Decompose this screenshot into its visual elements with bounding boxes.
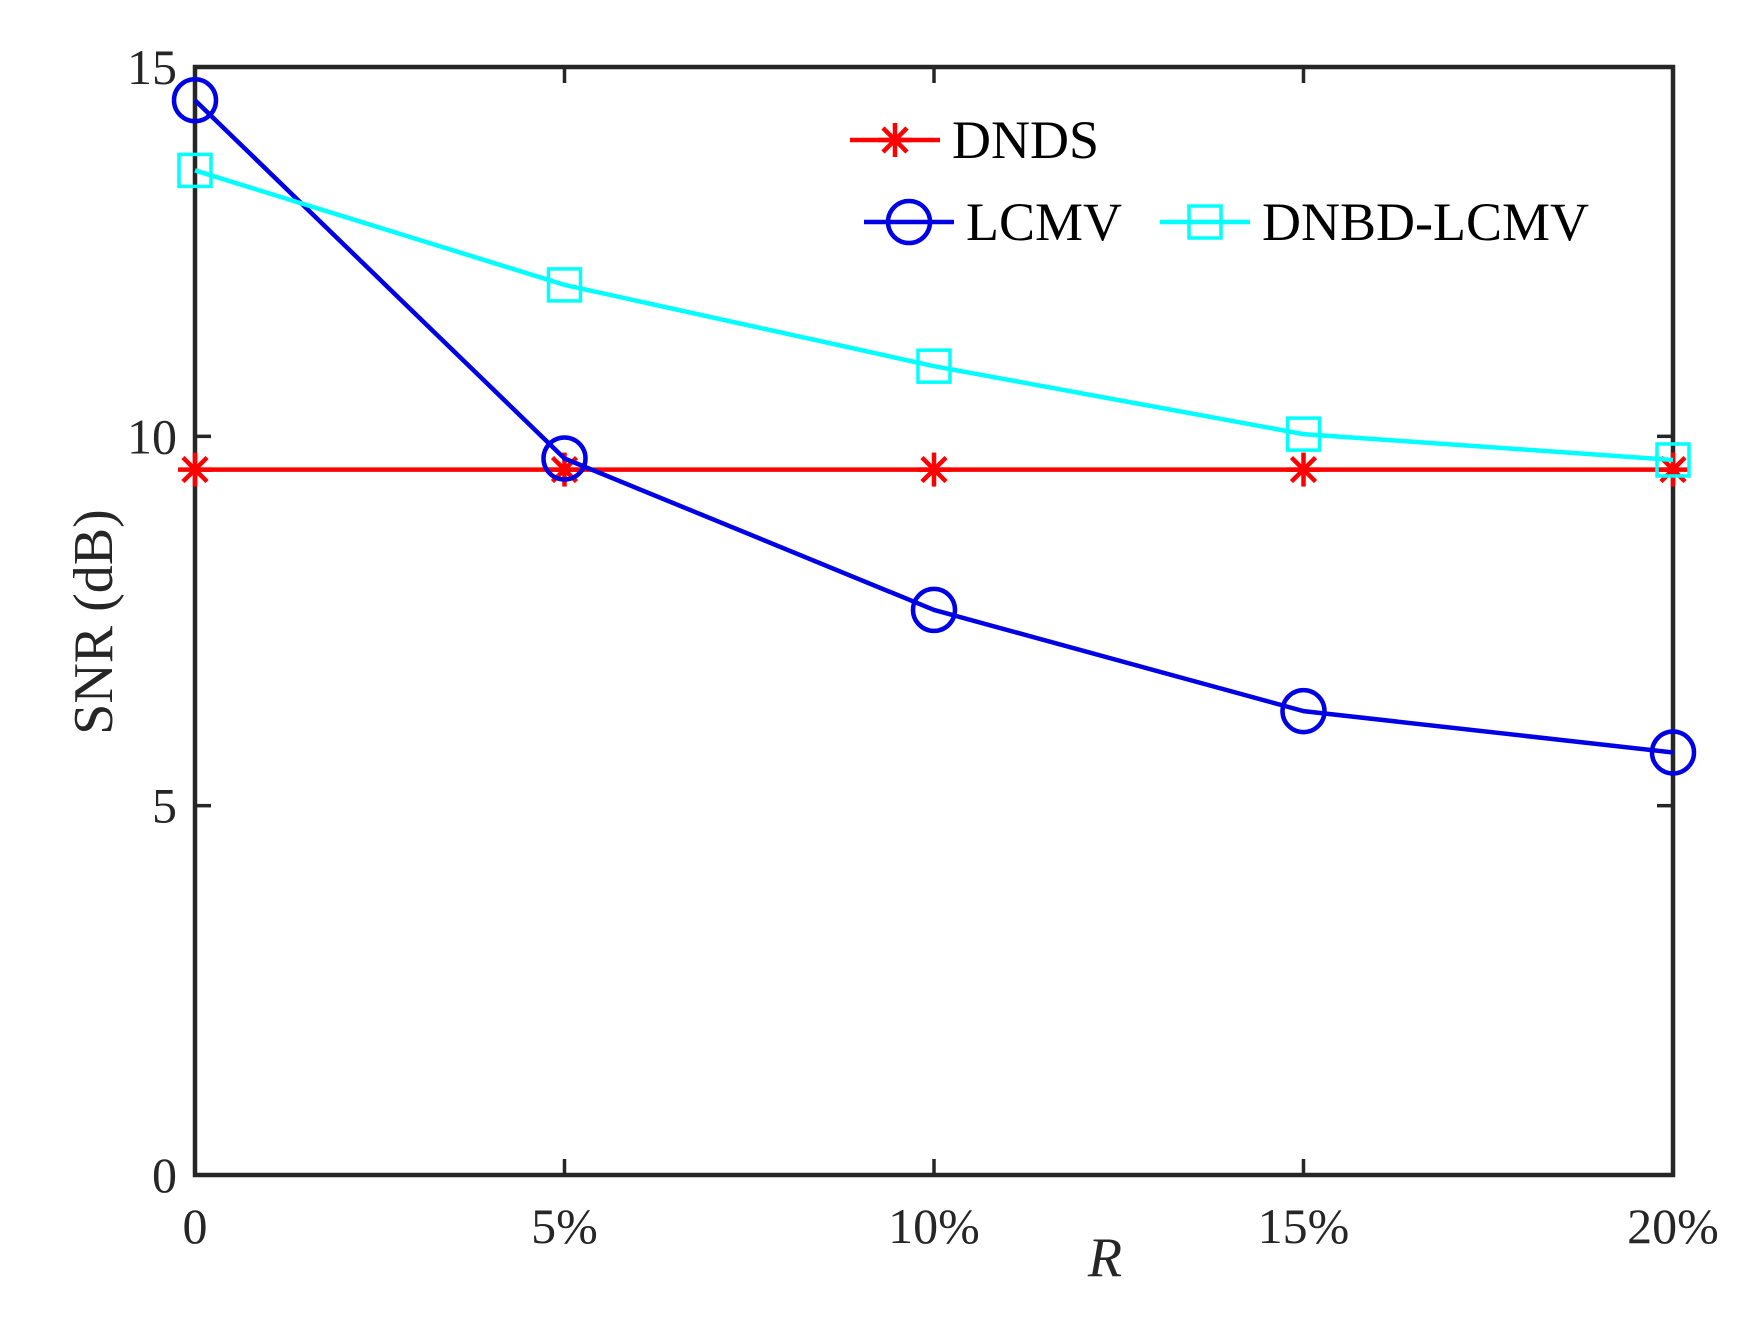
- legend-label: DNBD-LCMV: [1262, 192, 1589, 252]
- series-layer: [171, 76, 1697, 776]
- legend-label: DNDS: [952, 110, 1099, 170]
- data-point-dnbd-lcmv: [1285, 416, 1322, 452]
- y-axis-ticks: 0 5 10 15: [127, 39, 1673, 1203]
- x-tick-label: 20%: [1627, 1198, 1719, 1254]
- series-dnbd-lcmv: [177, 152, 1691, 478]
- x-tick-label: 15%: [1258, 1198, 1350, 1254]
- legend: DNDS LCMV DNBD-LCMV: [850, 110, 1589, 252]
- y-tick-label: 10: [127, 408, 177, 464]
- data-point-dnbd-lcmv: [177, 152, 213, 189]
- data-point-lcmv: [1649, 729, 1697, 776]
- x-tick-label: 0: [183, 1198, 208, 1254]
- data-point-dnbd-lcmv: [1655, 442, 1691, 478]
- data-point-lcmv: [541, 435, 588, 482]
- legend-swatch-marker: [885, 198, 933, 246]
- series-line-dnbd-lcmv: [194, 168, 1674, 463]
- series-lcmv: [171, 76, 1697, 776]
- legend-entry-lcmv: LCMV: [864, 192, 1122, 252]
- plot-area-box: [192, 64, 1676, 1178]
- data-point-lcmv: [910, 586, 958, 634]
- data-point-dnbd-lcmv: [916, 348, 952, 384]
- y-tick-label: 15: [127, 39, 177, 95]
- legend-label: LCMV: [966, 192, 1122, 252]
- data-point-dnbd-lcmv: [546, 267, 583, 303]
- data-point-lcmv: [171, 76, 219, 124]
- y-axis-title: SNR (dB): [63, 509, 125, 735]
- data-point-dnds: [178, 452, 212, 487]
- y-tick-label: 0: [152, 1147, 177, 1203]
- axes-frame: [192, 64, 1676, 1178]
- legend-entry-dnds: DNDS: [850, 110, 1099, 170]
- x-tick-label: 10%: [888, 1198, 980, 1254]
- data-point-dnds: [1286, 452, 1321, 487]
- axis-titles: R SNR (dB): [63, 509, 1122, 1289]
- y-tick-label: 5: [152, 778, 177, 834]
- x-axis-ticks: 0 5% 10% 15% 20%: [183, 67, 1719, 1254]
- data-point-dnds: [917, 452, 951, 487]
- legend-entry-dnbd-lcmv: DNBD-LCMV: [1160, 192, 1589, 252]
- legend-swatch-marker: [1187, 204, 1223, 240]
- data-point-lcmv: [1280, 687, 1327, 735]
- series-line-lcmv: [193, 98, 1674, 755]
- x-tick-label: 5%: [531, 1198, 598, 1254]
- x-axis-title: R: [1087, 1227, 1122, 1289]
- legend-swatch-marker: [878, 123, 912, 157]
